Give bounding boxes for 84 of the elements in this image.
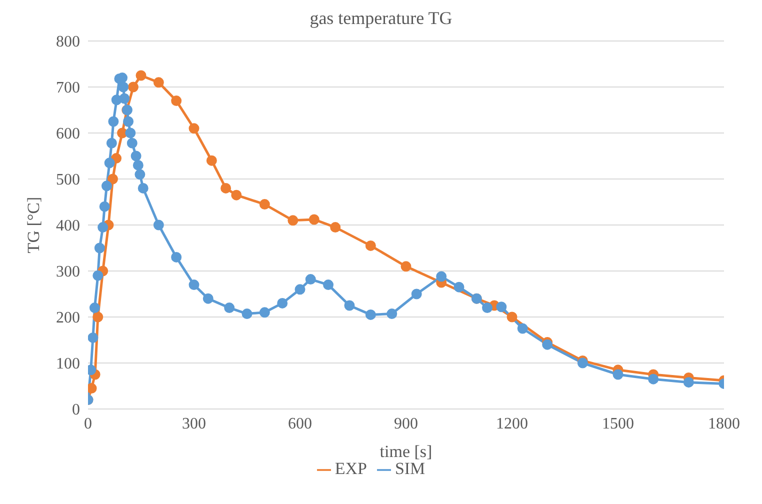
x-tick-label: 0	[84, 415, 92, 432]
point	[648, 374, 659, 384]
point	[294, 284, 306, 295]
point	[125, 128, 136, 138]
point	[92, 312, 104, 322]
y-tick-label: 0	[72, 402, 80, 419]
point	[308, 214, 320, 225]
point	[107, 174, 118, 184]
point	[330, 222, 341, 233]
y-axis-title: TG [°C]	[24, 196, 44, 254]
point	[612, 369, 624, 380]
point	[119, 93, 130, 104]
point	[117, 128, 128, 138]
x-tick-label: 1200	[496, 415, 528, 432]
point	[171, 96, 182, 106]
point	[202, 293, 214, 304]
point	[134, 169, 146, 180]
point	[231, 190, 242, 200]
y-tick-label: 500	[56, 172, 80, 189]
x-tick-label: 1800	[708, 415, 740, 432]
point	[153, 220, 164, 230]
point	[99, 201, 110, 212]
point	[288, 215, 298, 226]
point	[188, 123, 200, 134]
point	[259, 199, 270, 210]
point	[242, 308, 252, 320]
point	[104, 158, 115, 168]
point	[136, 70, 146, 81]
point	[138, 182, 148, 194]
point	[482, 302, 493, 314]
point	[224, 302, 235, 314]
point	[517, 323, 528, 334]
x-axis-title: time [s]	[380, 442, 432, 461]
point	[111, 153, 122, 164]
y-tick-label: 400	[56, 218, 80, 235]
legend-label: SIM	[394, 459, 426, 478]
y-tick-label: 800	[56, 34, 80, 51]
point	[88, 332, 98, 343]
point	[277, 298, 288, 308]
point	[106, 138, 117, 148]
point	[386, 308, 398, 320]
point	[323, 280, 334, 290]
point	[92, 270, 104, 281]
point	[153, 77, 164, 88]
point	[365, 309, 376, 320]
point	[171, 252, 182, 262]
y-tick-label: 200	[56, 310, 80, 327]
point	[126, 138, 138, 148]
point	[454, 282, 464, 292]
point	[108, 116, 119, 127]
x-tick-label: 1500	[602, 415, 634, 432]
point	[220, 182, 232, 194]
point	[365, 240, 376, 251]
point	[305, 274, 316, 285]
point	[259, 307, 270, 318]
point	[683, 377, 694, 388]
point	[111, 94, 122, 106]
legend-label: EXP	[334, 459, 367, 478]
point	[344, 300, 355, 311]
point	[101, 180, 112, 192]
point	[132, 160, 144, 170]
point	[400, 261, 412, 272]
point	[118, 82, 129, 92]
x-tick-label: 300	[182, 415, 206, 432]
point	[130, 150, 142, 162]
x-tick-label: 900	[394, 415, 418, 432]
y-tick-label: 600	[56, 126, 80, 143]
point	[188, 280, 200, 290]
point	[506, 312, 518, 322]
point	[128, 82, 138, 92]
x-tick-label: 600	[288, 415, 312, 432]
point	[123, 116, 134, 127]
point	[436, 271, 447, 282]
y-tick-label: 700	[56, 80, 80, 97]
point	[411, 288, 422, 300]
chart-title: gas temperature TG	[308, 8, 454, 29]
point	[89, 302, 100, 314]
point	[577, 358, 588, 368]
y-tick-label: 100	[56, 356, 80, 373]
y-tick-label: 300	[56, 264, 80, 281]
point	[98, 222, 108, 233]
point	[206, 155, 217, 166]
point	[496, 302, 507, 312]
point	[94, 242, 105, 254]
